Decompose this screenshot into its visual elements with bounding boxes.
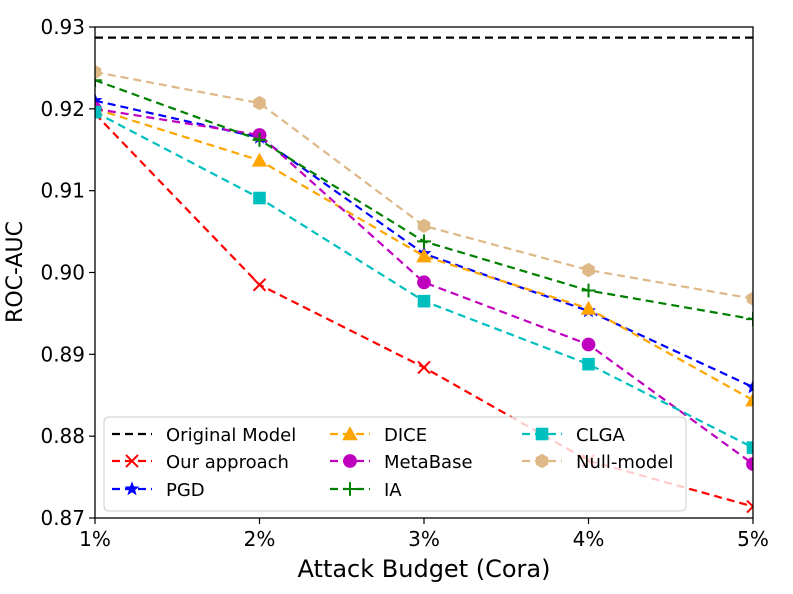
- point-null-model-5: [746, 291, 753, 306]
- legend-marker: [343, 454, 357, 468]
- legend-entry-metabase: MetaBase: [330, 452, 473, 473]
- point-null-model-3: [417, 218, 431, 234]
- legend-label: CLGA: [576, 425, 626, 446]
- point-dice-4: [580, 300, 597, 315]
- point-metabase-5: [746, 457, 753, 471]
- point-ia-4: [581, 283, 596, 298]
- point-ia-3: [417, 234, 431, 249]
- y-tick-label: 0.93: [40, 15, 85, 39]
- point-clga-3: [417, 294, 431, 308]
- point-pgd-5: [745, 379, 753, 394]
- point-our-approach-3: [417, 360, 431, 375]
- legend-entry-our-approach: Our approach: [112, 452, 289, 473]
- series-clga: [95, 105, 753, 454]
- x-tick-label: 3%: [408, 527, 440, 551]
- series-line-metabase: [95, 107, 753, 465]
- point-dice-3: [416, 248, 432, 263]
- point-ia-1: [95, 73, 102, 88]
- legend-marker: [535, 453, 549, 469]
- legend-box: [103, 416, 687, 512]
- y-tick-label: 0.92: [40, 97, 85, 121]
- point-our-approach-5: [746, 499, 753, 514]
- point-clga-2: [253, 191, 266, 205]
- series-null-model: [95, 64, 753, 306]
- point-our-approach-2: [252, 278, 267, 292]
- point-null-model-1: [95, 64, 102, 80]
- x-tick-label: 5%: [737, 527, 769, 551]
- x-axis-label: Attack Budget (Cora): [298, 555, 551, 583]
- legend-label: MetaBase: [384, 452, 473, 473]
- point-metabase-4: [581, 337, 596, 352]
- point-null-model-4: [582, 262, 595, 278]
- legend-label: Null-model: [576, 452, 673, 473]
- legend: Original Model Our approach PGD DICE MetaBas…: [103, 416, 687, 512]
- y-tick-label: 0.89: [40, 342, 85, 366]
- legend-entry-pgd: PGD: [112, 480, 205, 501]
- legend-marker: [125, 454, 139, 468]
- point-metabase-3: [417, 275, 431, 290]
- y-tick-label: 0.87: [40, 506, 85, 530]
- point-ia-2: [252, 133, 267, 147]
- legend-label: Our approach: [166, 452, 289, 473]
- y-tick-label: 0.91: [40, 179, 85, 203]
- legend-label: IA: [384, 480, 402, 501]
- plot-frame: [94, 26, 754, 519]
- legend-entry-clga: CLGA: [522, 425, 626, 446]
- series-layer: [95, 36, 753, 514]
- y-tick-label: 0.88: [40, 424, 85, 448]
- point-clga-4: [582, 357, 595, 371]
- series-ia: [95, 73, 753, 327]
- legend-label: DICE: [384, 425, 427, 446]
- x-tick-label: 2%: [244, 527, 276, 551]
- point-clga-5: [746, 441, 753, 454]
- series-line-null-model: [95, 70, 753, 300]
- y-tick-label: 0.90: [40, 261, 85, 285]
- axes-ticks: 1% 2% 3% 4% 5% 0.87 0.88 0.89 0.90 0.91 0.92 0.93: [40, 15, 768, 551]
- legend-marker: [342, 426, 358, 441]
- x-tick-label: 1%: [79, 527, 111, 551]
- series-line-dice: [95, 107, 753, 402]
- x-tick-label: 4%: [573, 527, 605, 551]
- legend-label: PGD: [166, 480, 205, 501]
- point-dice-2: [251, 152, 268, 167]
- legend-entry-dice: DICE: [330, 425, 427, 446]
- legend-marker: [535, 427, 549, 441]
- legend-label: Original Model: [166, 425, 296, 446]
- y-axis-label: ROC-AUC: [3, 221, 28, 323]
- legend-marker: [343, 482, 357, 496]
- legend-entry-null-model: Null-model: [522, 452, 673, 473]
- point-null-model-2: [253, 95, 266, 111]
- legend-marker: [124, 481, 140, 496]
- point-dice-5: [745, 392, 753, 407]
- legend-entry-ia: IA: [330, 480, 402, 501]
- point-clga-1: [95, 105, 102, 119]
- legend-entry-original-model: Original Model: [112, 425, 296, 446]
- point-ia-5: [746, 312, 753, 327]
